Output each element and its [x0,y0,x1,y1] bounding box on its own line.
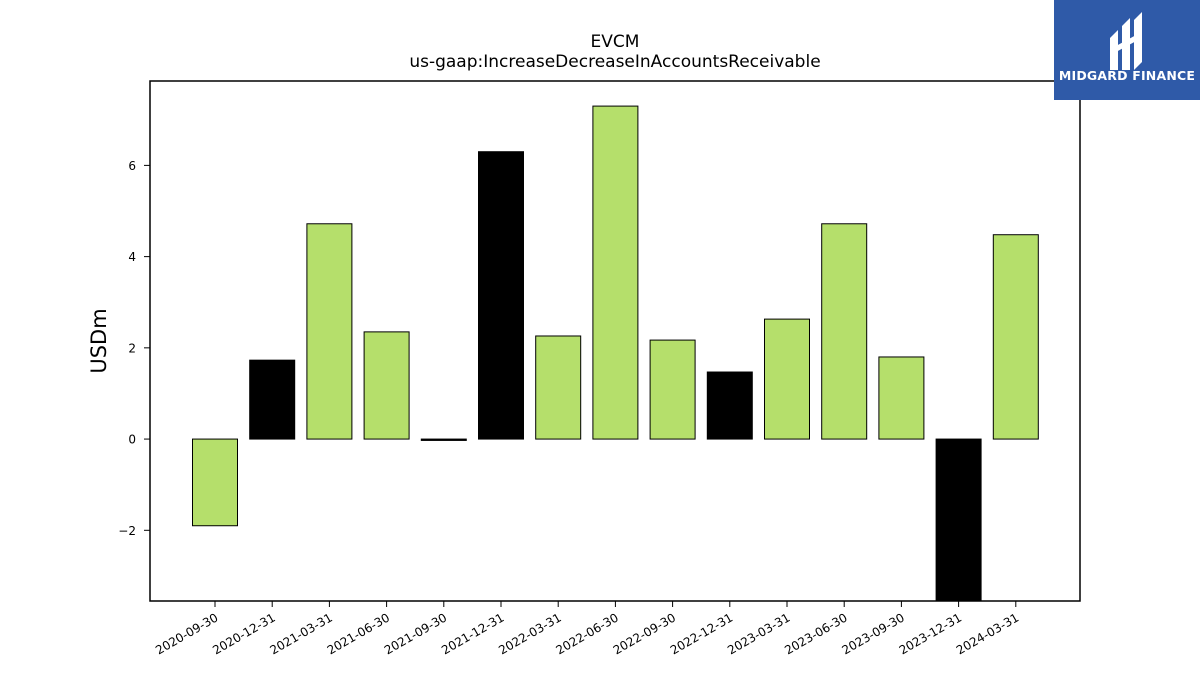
bar-2024-03-31 [992,234,1039,440]
x-tick-label: 2024-03-31 [954,610,1021,657]
logo-text: MIDGARD FINANCE [1058,68,1196,83]
bar-2021-03-31 [306,223,353,440]
y-tick-label: 6 [128,159,136,173]
x-tick-label: 2023-06-30 [782,610,849,657]
chart-title: EVCM [590,32,640,52]
x-tick-label: 2023-12-31 [897,610,964,657]
x-tick-label: 2022-03-31 [496,610,563,657]
y-tick-label: 4 [128,250,136,264]
x-tick-label: 2020-12-31 [210,610,277,657]
bar-2023-03-31 [764,318,810,440]
x-axis: 2020-09-302020-12-312021-03-312021-06-30… [153,601,1021,657]
chart-subtitle: us-gaap:IncreaseDecreaseInAccountsReceiv… [409,52,821,72]
y-tick-label: −2 [118,524,136,538]
x-tick-label: 2022-12-31 [668,610,735,657]
y-tick-label: 0 [128,433,136,447]
x-tick-label: 2023-09-30 [839,610,906,657]
midgard-finance-logo: MIDGARD FINANCE [1054,0,1200,100]
bar-2022-12-31 [706,371,753,440]
x-tick-label: 2021-03-31 [267,610,334,657]
bar-2021-12-31 [478,151,524,440]
x-tick-label: 2023-03-31 [725,610,792,657]
logo-mark-icon [1110,12,1142,70]
bar-2023-06-30 [821,223,868,440]
x-tick-label: 2022-09-30 [611,610,678,657]
bar-2022-06-30 [592,105,639,440]
bar-2023-09-30 [878,356,925,440]
bar-2021-09-30 [420,438,467,441]
x-tick-label: 2021-12-31 [439,610,506,657]
bar-2023-12-31 [935,438,982,601]
bar-2022-09-30 [649,339,696,440]
x-tick-label: 2021-09-30 [382,610,449,657]
bar-2021-06-30 [363,331,410,440]
x-tick-label: 2020-09-30 [153,610,220,657]
x-tick-label: 2021-06-30 [325,610,392,657]
x-tick-label: 2022-06-30 [553,610,620,657]
bar-2022-03-31 [535,335,582,440]
bars-group [192,105,1039,601]
bar-2020-12-31 [249,359,296,440]
y-axis: −2 0 2 4 6 [118,159,150,538]
bar-2020-09-30 [192,438,238,527]
y-tick-label: 2 [128,341,136,355]
y-axis-label: USDm [87,308,111,373]
